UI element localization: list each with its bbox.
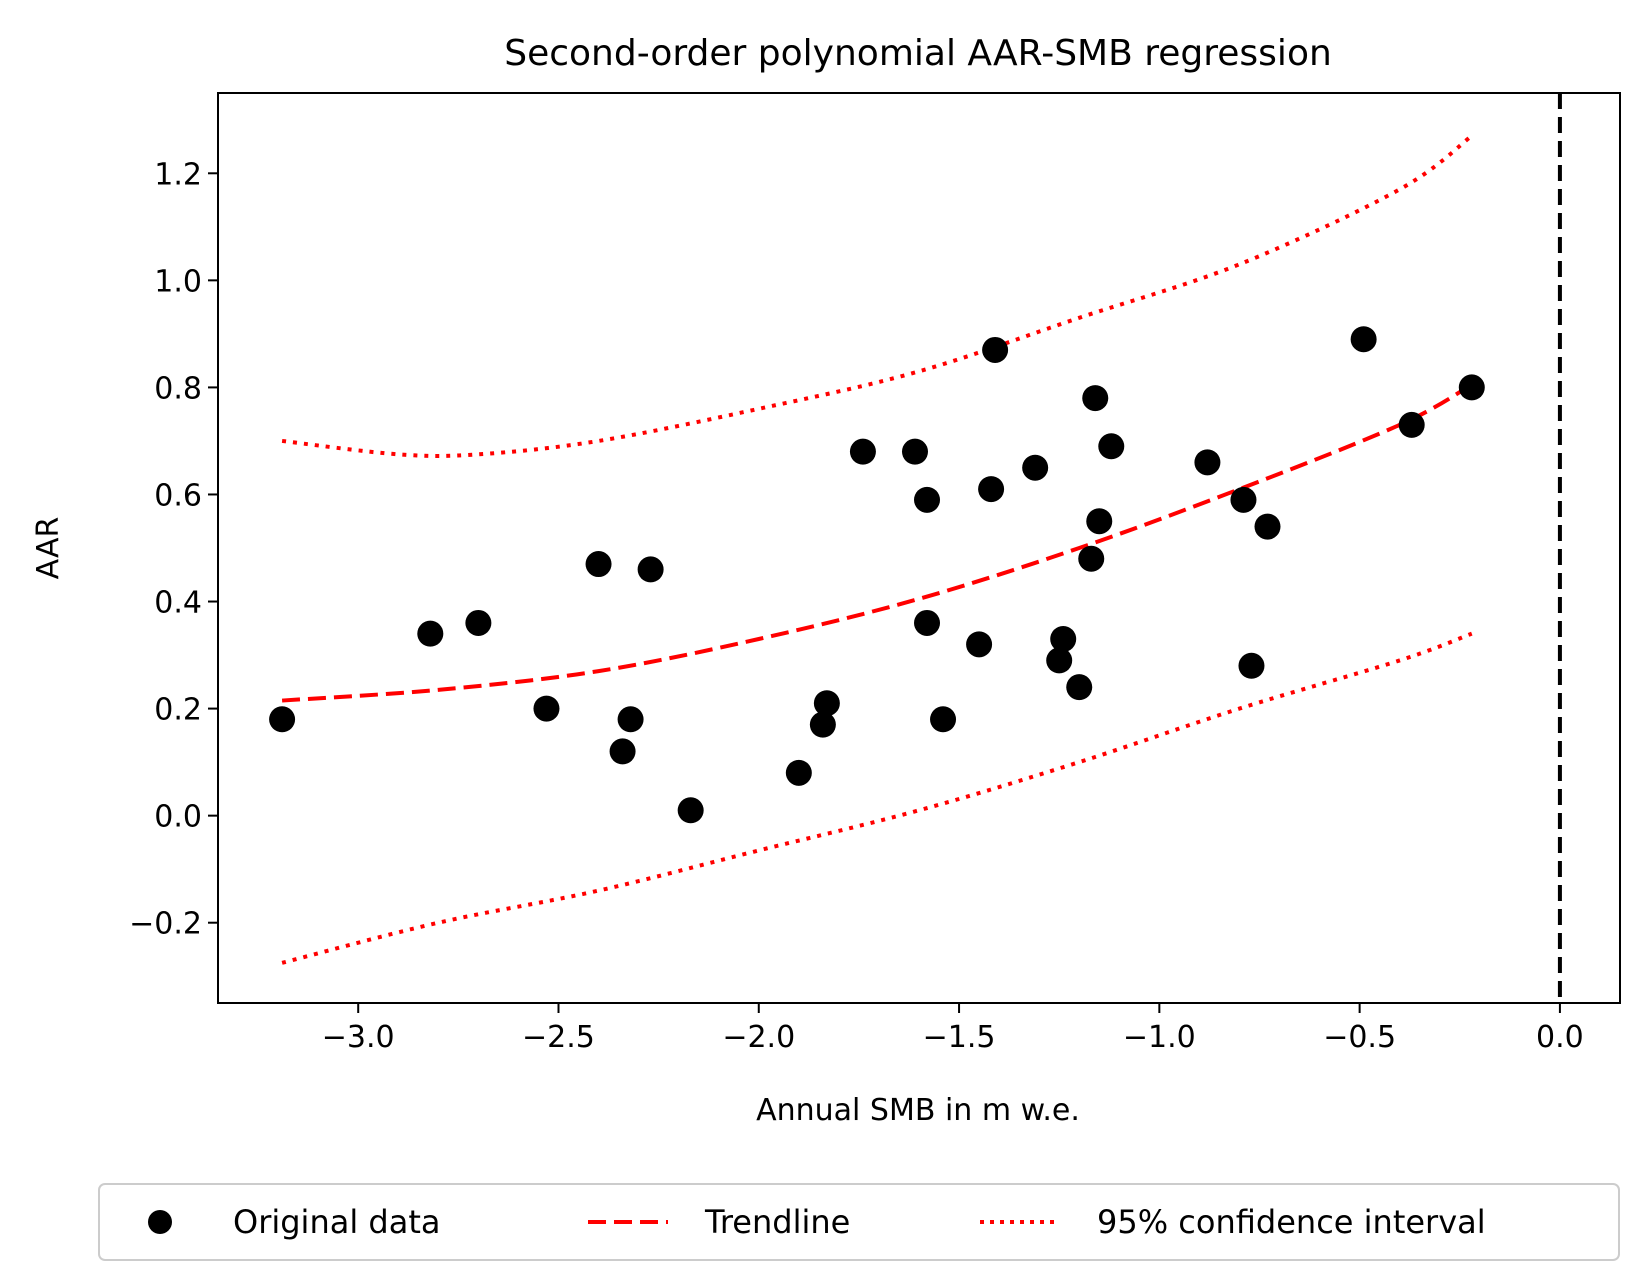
data-point [585,551,612,578]
y-tick-label: 0.0 [154,800,202,835]
legend-label-original-data: Original data [233,1203,440,1241]
legend-marker-original-data [148,1210,172,1234]
data-point [609,738,636,765]
x-tick-label: −2.0 [722,1020,795,1055]
data-point [1022,454,1049,481]
data-point [465,609,492,636]
x-tick-label: 0.0 [1536,1020,1584,1055]
data-point [1050,626,1077,652]
y-tick-label: 1.0 [154,264,202,299]
legend-label-trendline: Trendline [704,1203,850,1241]
y-axis: −0.2 0.0 0.2 0.4 0.6 0.8 1.0 1.2 [129,157,218,942]
data-point [1194,449,1221,476]
data-point [677,797,704,824]
y-tick-label: 0.4 [154,586,202,621]
data-point [1086,508,1113,535]
data-point [533,695,560,722]
y-tick-label: 0.8 [154,371,202,406]
data-point [1066,674,1093,701]
x-tick-label: −0.5 [1323,1020,1396,1055]
chart-title: Second-order polynomial AAR-SMB regressi… [504,33,1332,74]
data-point [417,620,444,647]
x-axis: −3.0 −2.5 −2.0 −1.5 −1.0 −0.5 0.0 [322,1003,1584,1055]
data-point [914,486,941,513]
y-tick-label: −0.2 [129,907,202,942]
data-point [1254,513,1281,540]
legend: Original data Trendline 95% confidence i… [98,1183,1620,1261]
data-point [1398,411,1425,438]
y-tick-label: 1.2 [154,157,202,192]
data-point [1046,647,1073,674]
x-tick-label: −3.0 [322,1020,395,1055]
data-point [1350,326,1377,353]
data-point [617,706,644,733]
data-point [1230,486,1257,513]
data-point [930,706,957,733]
data-point [914,609,941,636]
y-axis-label: AAR [31,517,66,580]
data-point [966,631,993,658]
data-point [269,706,296,733]
confidence-upper-line [281,134,1473,458]
x-axis-label: Annual SMB in m w.e. [756,1093,1080,1128]
data-point [809,711,836,738]
data-point [637,556,664,583]
x-tick-label: −2.5 [522,1020,595,1055]
data-point [978,476,1005,503]
data-point [1458,374,1485,401]
data-point [1082,385,1109,412]
x-tick-label: −1.0 [1123,1020,1196,1055]
data-point [785,759,812,786]
data-point [901,438,928,465]
confidence-lower-line [281,631,1473,965]
data-point [1098,433,1125,460]
legend-label-confidence: 95% confidence interval [1097,1203,1486,1241]
data-point [1238,652,1265,679]
x-tick-label: −1.5 [923,1020,996,1055]
plot-frame [217,92,1621,1004]
plot-content [269,93,1562,1003]
data-point [849,438,876,465]
y-tick-label: 0.2 [154,693,202,728]
data-point [813,690,840,717]
y-tick-label: 0.6 [154,478,202,513]
legend-box [98,1183,1620,1261]
trendline [281,382,1473,703]
data-point [982,336,1009,363]
data-point [1078,545,1105,572]
